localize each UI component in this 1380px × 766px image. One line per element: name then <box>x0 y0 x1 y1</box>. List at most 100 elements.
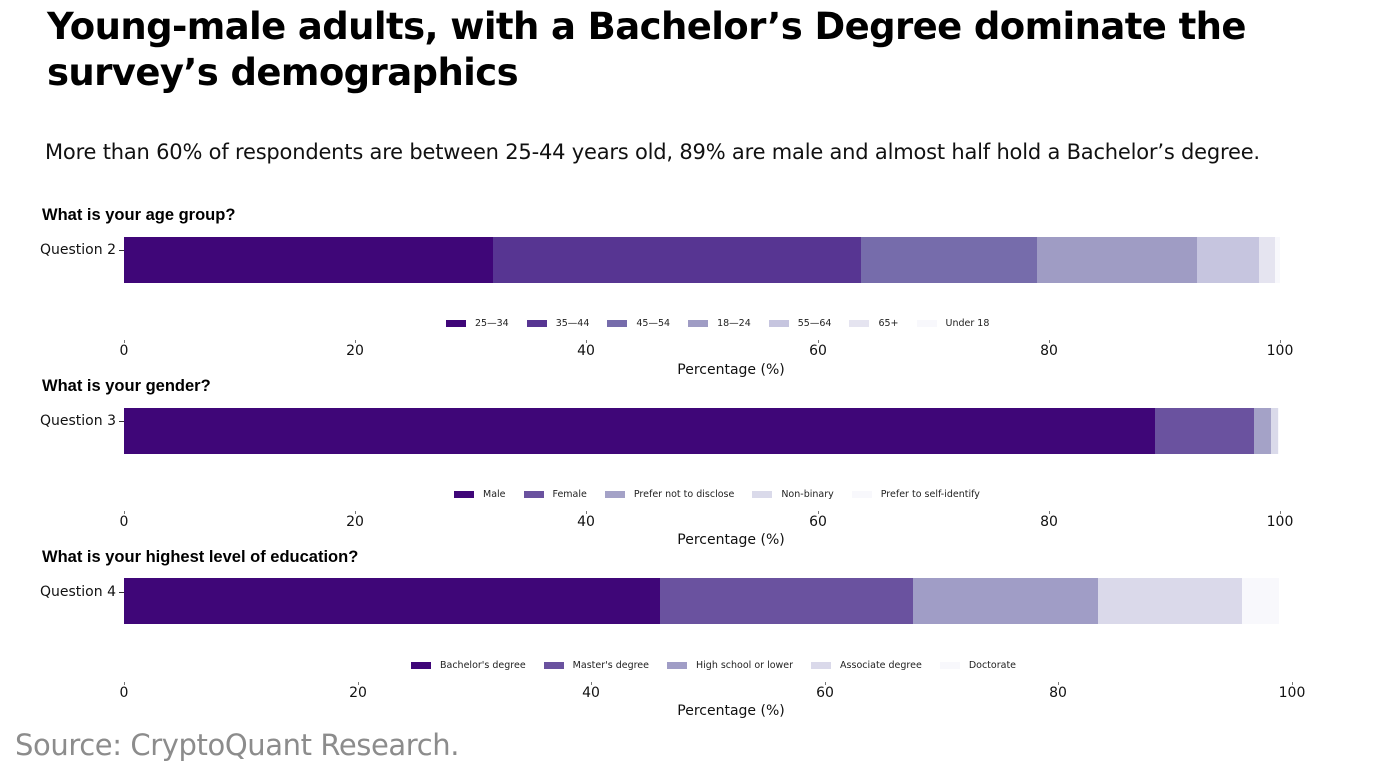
bar-segment-25-34 <box>124 237 493 283</box>
legend-item: Female <box>523 489 587 500</box>
bar-segment-45-54 <box>861 237 1037 283</box>
x-tick-label: 60 <box>816 685 834 701</box>
legend-swatch <box>688 320 709 327</box>
x-tick-mark <box>586 511 587 514</box>
bar-segment-prefer-to-self-identify <box>1278 408 1279 454</box>
legend-swatch <box>851 491 872 498</box>
x-tick-mark <box>124 511 125 514</box>
legend-item: 55—64 <box>768 318 831 329</box>
page-title: Young-male adults, with a Bachelor’s Deg… <box>47 5 1247 94</box>
education-chart-panel: What is your highest level of education?… <box>0 548 1380 719</box>
x-tick-label: 60 <box>809 343 827 359</box>
legend-swatch <box>768 320 789 327</box>
legend-item: 35—44 <box>526 318 589 329</box>
gender-chart-panel: What is your gender? Question 3 Male Fem… <box>0 377 1380 548</box>
bar-segment-non-binary <box>1271 408 1278 454</box>
y-tick <box>119 421 124 422</box>
x-axis-label: Percentage (%) <box>677 532 785 548</box>
legend-item: High school or lower <box>667 660 793 671</box>
legend-item: Non-binary <box>752 489 834 500</box>
x-tick-mark <box>1280 340 1281 343</box>
legend-item: Bachelor's degree <box>411 660 526 671</box>
x-tick-mark <box>586 340 587 343</box>
legend-item: Doctorate <box>939 660 1016 671</box>
x-tick-mark <box>1292 682 1293 685</box>
x-tick-label: 40 <box>582 685 600 701</box>
x-tick-label: 40 <box>577 343 595 359</box>
x-tick-mark <box>1049 340 1050 343</box>
bar-segment-bachelors <box>124 578 660 624</box>
y-tick <box>119 250 124 251</box>
x-axis-label: Percentage (%) <box>677 362 785 378</box>
bar-segment-55-64 <box>1197 237 1259 283</box>
x-tick-label: 100 <box>1278 685 1306 701</box>
bar-segment-prefer-not-to-disclose <box>1254 408 1271 454</box>
x-tick-label: 80 <box>1040 343 1058 359</box>
stacked-bar <box>124 408 1279 454</box>
legend-swatch <box>543 662 564 669</box>
legend-item: Master's degree <box>543 660 649 671</box>
bar-segment-female <box>1155 408 1254 454</box>
x-tick-label: 80 <box>1040 514 1058 530</box>
legend-swatch <box>667 662 687 669</box>
x-tick-label: 40 <box>577 514 595 530</box>
x-tick-label: 100 <box>1266 343 1294 359</box>
chart-title: What is your age group? <box>42 206 236 224</box>
legend-item: Prefer to self-identify <box>851 489 980 500</box>
x-tick-mark <box>818 511 819 514</box>
legend-swatch <box>523 491 544 498</box>
x-tick-label: 20 <box>346 343 364 359</box>
legend-swatch <box>411 662 431 669</box>
chart-legend: Bachelor's degree Master's degree High s… <box>411 660 1034 671</box>
stacked-bar <box>124 578 1279 624</box>
bar-segment-65plus <box>1259 237 1275 283</box>
bar-segment-under-18 <box>1275 237 1280 283</box>
bar-segment-male <box>124 408 1155 454</box>
x-tick-mark <box>1280 511 1281 514</box>
chart-title: What is your gender? <box>42 377 211 395</box>
y-category-label: Question 3 <box>40 413 116 429</box>
x-tick-label: 0 <box>119 514 129 530</box>
legend-swatch <box>454 491 474 498</box>
legend-swatch <box>446 320 466 327</box>
page-subtitle: More than 60% of respondents are between… <box>45 140 1260 164</box>
chart-title: What is your highest level of education? <box>42 548 359 566</box>
bar-segment-18-24 <box>1037 237 1197 283</box>
legend-item: 65+ <box>849 318 899 329</box>
x-tick-label: 20 <box>349 685 367 701</box>
legend-item: 25—34 <box>446 318 509 329</box>
legend-item: 18—24 <box>688 318 751 329</box>
x-tick-label: 0 <box>119 343 129 359</box>
x-tick-mark <box>358 682 359 685</box>
legend-item: Prefer not to disclose <box>604 489 734 500</box>
bar-segment-high-school <box>913 578 1098 624</box>
age-chart-panel: What is your age group? Question 2 25—34… <box>0 206 1380 378</box>
legend-swatch <box>526 320 547 327</box>
x-tick-mark <box>1049 511 1050 514</box>
bar-segment-doctorate <box>1242 578 1279 624</box>
bar-segment-masters <box>660 578 913 624</box>
y-tick <box>119 592 124 593</box>
source-note: Source: CryptoQuant Research. <box>15 728 460 762</box>
y-category-label: Question 4 <box>40 584 116 600</box>
x-tick-label: 60 <box>809 514 827 530</box>
stacked-bar <box>124 237 1280 283</box>
x-tick-mark <box>355 340 356 343</box>
chart-legend: 25—34 35—44 45—54 18—24 55—64 65+ Under … <box>446 318 1007 329</box>
x-tick-mark <box>591 682 592 685</box>
legend-swatch <box>939 662 960 669</box>
bar-segment-associate <box>1098 578 1242 624</box>
x-tick-mark <box>825 682 826 685</box>
legend-item: 45—54 <box>607 318 670 329</box>
x-tick-label: 100 <box>1266 514 1294 530</box>
x-tick-label: 80 <box>1049 685 1067 701</box>
x-axis-label: Percentage (%) <box>677 703 785 719</box>
legend-swatch <box>916 320 937 327</box>
legend-swatch <box>849 320 870 327</box>
legend-swatch <box>811 662 832 669</box>
x-tick-mark <box>355 511 356 514</box>
legend-item: Under 18 <box>916 318 989 329</box>
legend-swatch <box>604 491 625 498</box>
x-tick-mark <box>818 340 819 343</box>
legend-item: Male <box>454 489 506 500</box>
